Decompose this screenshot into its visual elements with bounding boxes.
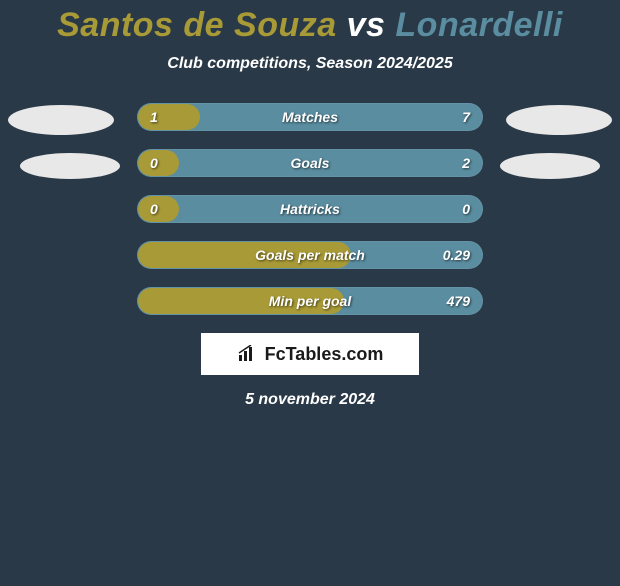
player1-name: Santos de Souza <box>57 6 337 44</box>
vs-text: vs <box>347 6 386 44</box>
bar-left-value: 0 <box>150 155 158 171</box>
decorative-ellipse <box>8 105 114 135</box>
bar-row-min-per-goal: Min per goal 479 <box>137 287 483 315</box>
bar-left-value: 1 <box>150 109 158 125</box>
bar-right-value: 0.29 <box>443 247 470 263</box>
decorative-ellipse <box>500 153 600 179</box>
bar-fill <box>138 196 179 222</box>
bar-right-value: 7 <box>462 109 470 125</box>
chart-icon <box>237 345 259 363</box>
logo-box: FcTables.com <box>201 333 419 375</box>
bar-right-value: 479 <box>447 293 470 309</box>
bar-row-goals: 0 Goals 2 <box>137 149 483 177</box>
player2-name: Lonardelli <box>395 6 562 44</box>
bars-container: 1 Matches 7 0 Goals 2 0 Hattricks 0 Goal… <box>137 103 483 315</box>
bar-left-value: 0 <box>150 201 158 217</box>
decorative-ellipse <box>20 153 120 179</box>
bar-right-value: 2 <box>462 155 470 171</box>
bar-right-value: 0 <box>462 201 470 217</box>
comparison-title: Santos de Souza vs Lonardelli <box>0 6 620 45</box>
bar-label: Goals <box>291 155 330 171</box>
bar-label: Matches <box>282 109 338 125</box>
bar-label: Hattricks <box>280 201 340 217</box>
bar-row-matches: 1 Matches 7 <box>137 103 483 131</box>
logo-text: FcTables.com <box>265 344 384 365</box>
bar-label: Min per goal <box>269 293 351 309</box>
chart-area: 1 Matches 7 0 Goals 2 0 Hattricks 0 Goal… <box>0 103 620 315</box>
bar-fill <box>138 104 200 130</box>
decorative-ellipse <box>506 105 612 135</box>
bar-row-hattricks: 0 Hattricks 0 <box>137 195 483 223</box>
date-text: 5 november 2024 <box>0 391 620 409</box>
bar-fill <box>138 150 179 176</box>
bar-row-goals-per-match: Goals per match 0.29 <box>137 241 483 269</box>
bar-label: Goals per match <box>255 247 365 263</box>
subtitle: Club competitions, Season 2024/2025 <box>0 55 620 73</box>
